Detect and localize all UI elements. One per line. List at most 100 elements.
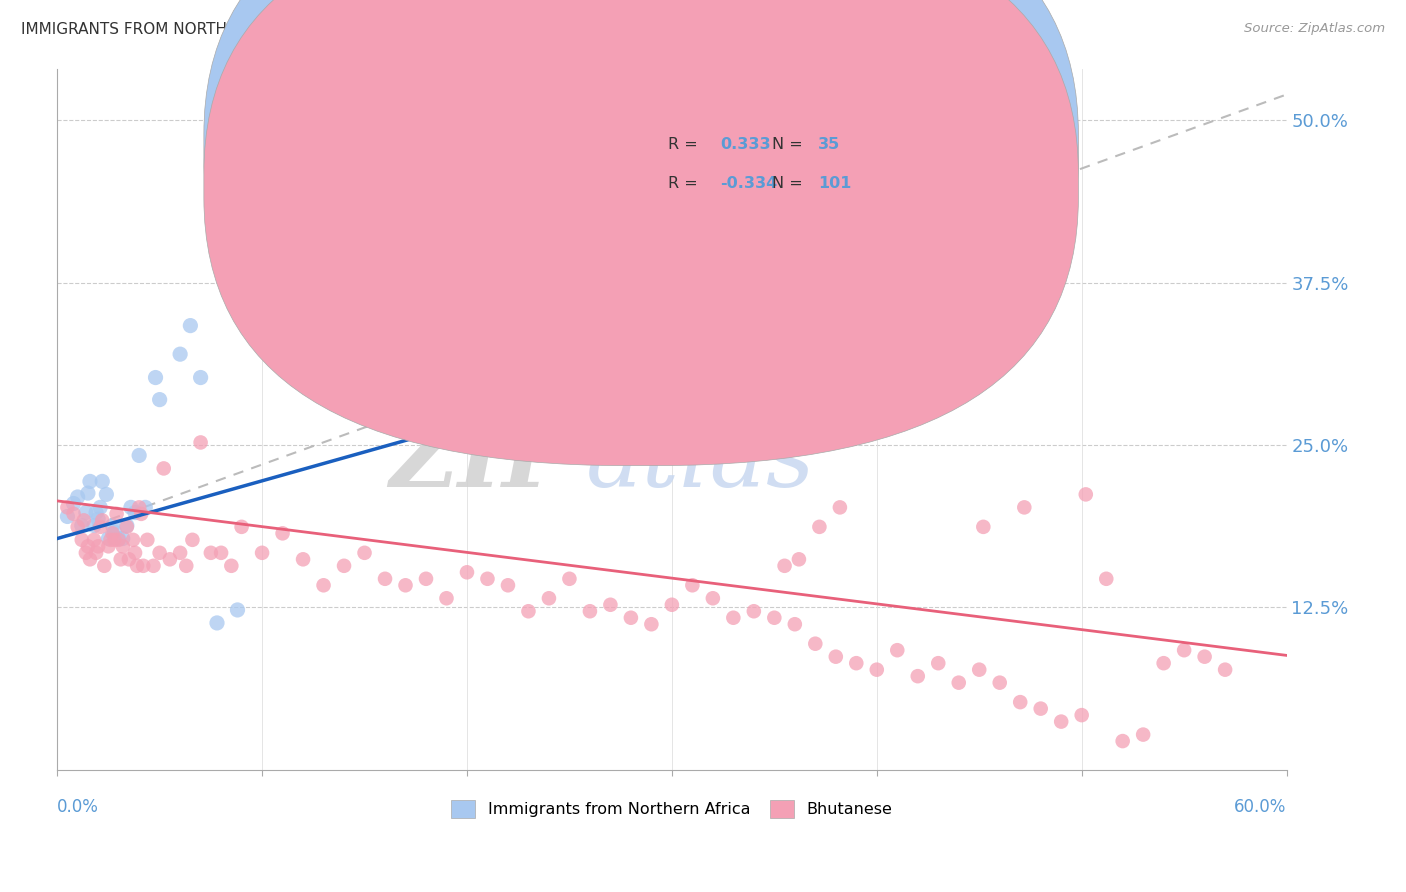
Point	[333, 558, 356, 573]
Point	[70, 533, 93, 547]
Point	[804, 637, 827, 651]
Point	[271, 526, 294, 541]
Point	[152, 461, 174, 475]
Text: 0.333: 0.333	[720, 137, 770, 152]
Point	[866, 663, 889, 677]
Point	[579, 604, 602, 618]
Point	[149, 546, 172, 560]
Point	[640, 617, 662, 632]
Point	[384, 188, 406, 202]
Point	[661, 598, 683, 612]
Point	[105, 507, 128, 521]
Point	[70, 518, 93, 533]
Point	[128, 449, 150, 463]
Point	[75, 546, 97, 560]
Point	[599, 598, 621, 612]
Point	[808, 520, 831, 534]
Point	[292, 552, 315, 566]
Text: N =: N =	[772, 177, 808, 191]
Text: 60.0%: 60.0%	[1234, 797, 1286, 815]
Point	[66, 490, 89, 504]
Point	[742, 604, 765, 618]
Point	[87, 539, 110, 553]
Point	[115, 520, 138, 534]
Point	[1070, 708, 1092, 723]
Point	[824, 649, 846, 664]
Point	[56, 500, 79, 515]
Point	[702, 415, 724, 429]
Point	[394, 578, 416, 592]
Point	[145, 370, 167, 384]
Point	[537, 591, 560, 606]
Point	[120, 500, 142, 515]
Point	[1194, 649, 1216, 664]
Point	[169, 347, 191, 361]
Point	[77, 539, 100, 553]
Point	[77, 486, 100, 500]
Point	[169, 546, 191, 560]
Point	[1111, 734, 1133, 748]
Point	[174, 558, 197, 573]
Point	[103, 524, 125, 539]
Point	[620, 611, 643, 625]
Point	[87, 512, 110, 526]
Point	[671, 427, 693, 442]
Point	[948, 675, 970, 690]
Point	[107, 533, 129, 547]
Legend: Immigrants from Northern Africa, Bhutanese: Immigrants from Northern Africa, Bhutane…	[444, 794, 898, 825]
Point	[101, 526, 124, 541]
Point	[129, 507, 152, 521]
Point	[1029, 701, 1052, 715]
Point	[84, 506, 107, 520]
Text: R =: R =	[668, 137, 703, 152]
Point	[927, 656, 949, 670]
Point	[1153, 656, 1175, 670]
Text: ZIP: ZIP	[389, 417, 574, 506]
Point	[103, 533, 125, 547]
Point	[62, 507, 84, 521]
Point	[89, 500, 111, 515]
Point	[783, 617, 806, 632]
Point	[374, 572, 396, 586]
Point	[250, 546, 273, 560]
Point	[231, 520, 253, 534]
Point	[56, 509, 79, 524]
Point	[190, 370, 212, 384]
Text: atlas: atlas	[586, 417, 815, 506]
Point	[763, 611, 786, 625]
Point	[124, 506, 146, 520]
Point	[181, 533, 204, 547]
Point	[205, 615, 228, 630]
Point	[353, 215, 375, 229]
Point	[312, 578, 335, 592]
Point	[110, 552, 132, 566]
Point	[221, 558, 243, 573]
Text: IMMIGRANTS FROM NORTHERN AFRICA VS BHUTANESE SINGLE FEMALE POVERTY CORRELATION C: IMMIGRANTS FROM NORTHERN AFRICA VS BHUTA…	[21, 22, 810, 37]
Point	[1010, 695, 1032, 709]
Point	[415, 572, 437, 586]
Point	[91, 513, 114, 527]
Point	[907, 396, 929, 410]
Point	[907, 669, 929, 683]
Point	[886, 643, 908, 657]
Text: 0.0%: 0.0%	[58, 797, 98, 815]
Point	[132, 558, 155, 573]
Point	[73, 513, 96, 527]
Point	[200, 546, 222, 560]
Point	[84, 546, 107, 560]
Point	[702, 591, 724, 606]
Point	[122, 533, 145, 547]
Point	[111, 539, 134, 553]
Point	[136, 533, 159, 547]
Point	[124, 546, 146, 560]
Point	[620, 435, 643, 450]
Point	[83, 533, 105, 547]
Text: 35: 35	[818, 137, 841, 152]
Point	[517, 604, 540, 618]
Point	[773, 558, 796, 573]
Point	[111, 532, 134, 546]
Point	[1132, 728, 1154, 742]
Point	[1050, 714, 1073, 729]
Point	[97, 539, 120, 553]
Point	[828, 500, 851, 515]
